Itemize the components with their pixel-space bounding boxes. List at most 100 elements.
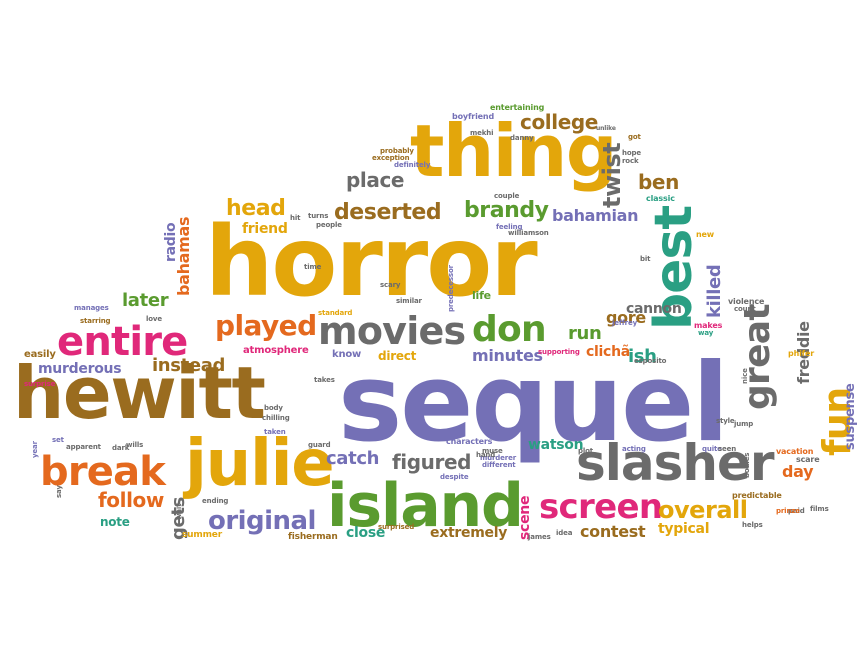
word-makes: makes (694, 321, 723, 330)
word-killed: killed (704, 264, 725, 318)
word-vacation: vacation (776, 447, 814, 456)
word-probably: probably (380, 147, 414, 155)
word-college: college (520, 110, 598, 134)
word-murderer: murderer (480, 454, 517, 462)
word-atmosphere: atmosphere (243, 345, 309, 356)
word-films: films (810, 505, 829, 513)
word-brandy: brandy (464, 198, 549, 223)
word-definitely: definitely (394, 161, 431, 169)
word-predictable: predictable (732, 491, 782, 500)
word-apparent: apparent (66, 443, 101, 451)
word-danny: danny (510, 134, 534, 142)
word-scare: scare (796, 455, 820, 464)
word-great: great (737, 304, 778, 410)
word-horror: horror (205, 206, 538, 318)
word-people: people (316, 221, 342, 229)
word-mekhi: mekhi (470, 129, 494, 137)
word-style: style (716, 417, 735, 425)
word-got: got (628, 133, 641, 141)
word-thing: thing (410, 109, 617, 193)
word-paid: paid (788, 507, 805, 515)
word-typical: typical (658, 521, 710, 537)
word-island: island (327, 471, 524, 541)
word-set: set (52, 436, 64, 444)
word-nice: nice (741, 368, 749, 384)
word-taken: taken (264, 428, 286, 436)
word-idea: idea (556, 529, 573, 537)
word-minutes: minutes (472, 346, 543, 365)
word-run: run (568, 323, 602, 344)
word-place: place (346, 168, 405, 192)
word-way: way (698, 329, 714, 337)
word-surprised: surprised (378, 523, 415, 531)
word-entire: entire (57, 319, 188, 365)
word-contest: contest (580, 522, 646, 541)
word-bodies: bodies (743, 452, 751, 478)
word-quite: quite (702, 445, 722, 453)
word-chilling: chilling (262, 414, 290, 422)
word-overall: overall (658, 496, 748, 524)
word-extremely: extremely (430, 525, 508, 541)
word-break: break (40, 449, 166, 495)
word-bahamian: bahamian (552, 206, 639, 225)
word-starring: starring (80, 317, 111, 325)
word-williamson: williamson (508, 229, 549, 237)
word-julie: julie (185, 427, 335, 501)
word-feeling: feeling (496, 223, 523, 231)
word-deserted: deserted (334, 200, 442, 225)
word-wait: wait (175, 503, 183, 520)
word-turns: turns (308, 212, 329, 220)
word-unlike: unlike (596, 125, 616, 132)
word-supporting: supporting (538, 348, 580, 356)
word-esposito: esposito (634, 357, 667, 365)
word-summer: summer (182, 530, 222, 540)
word-sequel: sequel (338, 341, 729, 466)
word-played: played (215, 309, 317, 342)
word-ben: ben (638, 170, 679, 194)
word-body: body (264, 404, 283, 412)
word-twist: twist (598, 142, 626, 208)
word-exception: exception (372, 154, 410, 162)
word-phifer: phifer (788, 349, 815, 358)
word-james: james (528, 533, 551, 541)
word-couple: couple (494, 192, 520, 200)
word-jeffrey: jeffrey (612, 319, 638, 327)
word-surprise: surprise (24, 380, 56, 388)
word-watson: watson (528, 437, 584, 453)
word-rock: rock (622, 157, 639, 165)
word-movies: movies (318, 309, 466, 353)
word-cannon: cannon (626, 301, 682, 317)
word-later: later (122, 290, 169, 311)
word-friend: friend (242, 221, 288, 237)
word-know: know (332, 349, 362, 360)
word-radio: radio (163, 222, 179, 262)
word-original: original (208, 506, 316, 536)
word-boyfriend: boyfriend (452, 112, 495, 121)
word-hope: hope (622, 149, 641, 157)
word-instead: instead (152, 355, 226, 376)
word-direct: direct (378, 349, 417, 363)
word-helps: helps (742, 521, 763, 529)
word-new: new (696, 230, 715, 239)
word-hit: hit (290, 214, 301, 222)
word-slasher: slasher (576, 434, 775, 492)
word-ish: ish (628, 346, 657, 367)
word-classic: classic (646, 194, 675, 203)
word-jump: jump (734, 420, 754, 428)
word-entertaining: entertaining (490, 103, 545, 112)
word-similar: similar (396, 297, 422, 305)
word-prinze: prinze (776, 507, 800, 515)
word-don: don (472, 309, 547, 350)
word-note: note (100, 515, 130, 529)
word-scary: scary (380, 281, 401, 289)
word-hand: hand (476, 451, 496, 459)
word-clich-: clichã (586, 344, 630, 360)
word-plot: plot (578, 447, 594, 455)
word-hewitt: hewitt (13, 351, 266, 435)
word-figured: figured (392, 450, 472, 474)
word-acting: acting (622, 445, 646, 453)
word-time: time (304, 263, 322, 271)
word-muse: muse (482, 447, 503, 455)
word-catch: catch (326, 448, 380, 469)
